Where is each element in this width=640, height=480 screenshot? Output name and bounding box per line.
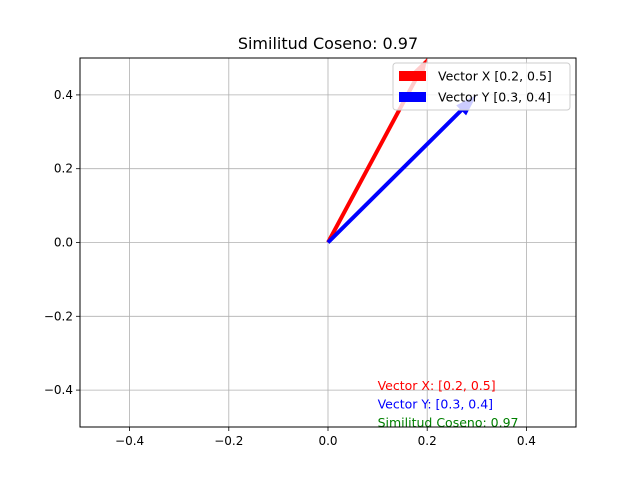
legend-label: Vector Y [0.3, 0.4] [438, 90, 551, 105]
x-tick-label: −0.2 [214, 434, 243, 448]
legend-label: Vector X [0.2, 0.5] [438, 69, 552, 84]
legend: Vector X [0.2, 0.5] Vector Y [0.3, 0.4] [392, 62, 571, 111]
y-tick-label: 0.0 [54, 236, 73, 250]
annotations: Vector X: [0.2, 0.5] Vector Y: [0.3, 0.4]… [378, 378, 519, 430]
x-tick-label: −0.4 [115, 434, 144, 448]
annotation-text: Vector Y: [0.3, 0.4] [378, 397, 493, 412]
x-tick-label: 0.4 [517, 434, 536, 448]
chart-title: Similitud Coseno: 0.97 [238, 34, 418, 53]
legend-swatch [399, 92, 426, 102]
annotation-text: Vector X: [0.2, 0.5] [378, 378, 496, 393]
x-tick-label: 0.0 [318, 434, 337, 448]
x-tick-label: 0.2 [418, 434, 437, 448]
y-tick-label: 0.2 [54, 162, 73, 176]
ticks: −0.4 −0.2 0.0 0.2 0.4 −0.4 −0.2 0.0 0.2 0.4 [44, 88, 536, 448]
y-tick-label: 0.4 [54, 88, 73, 102]
annotation-text: Similitud Coseno: 0.97 [378, 415, 519, 430]
legend-swatch [399, 71, 426, 81]
legend-box [392, 62, 571, 111]
vector-arrow-2 [326, 94, 477, 244]
y-tick-label: −0.2 [44, 309, 73, 323]
y-tick-label: −0.4 [44, 383, 73, 397]
